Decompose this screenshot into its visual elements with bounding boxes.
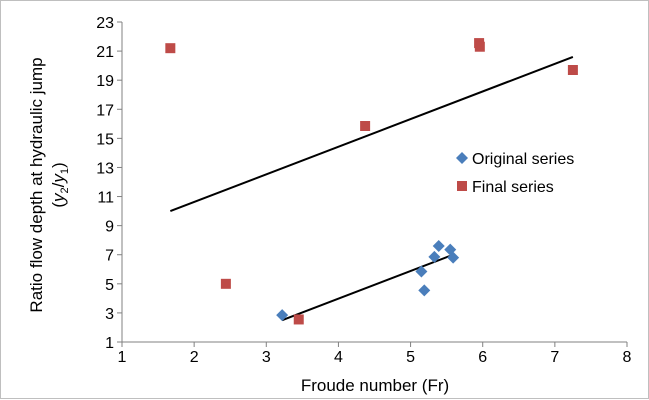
y-tick-label: 23: [96, 15, 114, 32]
data-point-final-series: [360, 121, 371, 131]
y-tick-label: 3: [105, 306, 114, 323]
x-tick-label: 4: [334, 349, 343, 366]
data-point-original-series: [432, 240, 445, 252]
axis-tick-marks: [117, 21, 628, 347]
data-point-original-series: [276, 309, 289, 322]
x-tick-label: 8: [623, 349, 632, 366]
data-point-original-series: [428, 250, 441, 263]
y-axis-title-line2: (y2/y1): [49, 162, 71, 207]
data-point-original-series: [447, 251, 460, 264]
y-tick-label: 13: [96, 160, 114, 177]
y-tick-label: 7: [105, 248, 114, 265]
data-point-final-series: [474, 41, 485, 52]
legend: Original series Final series: [456, 151, 574, 196]
y-tick-label: 19: [96, 73, 114, 90]
trendlines: [169, 55, 574, 322]
data-point-final-series: [220, 278, 231, 289]
legend-marker-final-series: [457, 181, 467, 191]
data-point-final-series: [165, 43, 176, 54]
trendline-original-series: [281, 253, 454, 322]
x-tick-label: 5: [406, 349, 415, 366]
data-point-original-series: [415, 265, 428, 278]
x-tick-label: 3: [262, 349, 271, 366]
x-tick-label: 2: [190, 349, 199, 366]
y-tick-label: 9: [105, 219, 114, 236]
legend-marker-original-series: [456, 152, 468, 164]
x-tick-label: 1: [118, 349, 127, 366]
x-axis-title: Froude number (Fr): [301, 376, 449, 395]
y-tick-label: 1: [105, 335, 114, 352]
legend-label-final-series: Final series: [472, 179, 554, 196]
x-tick-label: 6: [478, 349, 487, 366]
data-point-final-series: [567, 65, 578, 75]
y-tick-label: 11: [97, 190, 114, 207]
y-tick-label: 21: [96, 44, 114, 61]
data-points: [165, 38, 578, 325]
x-tick-labels: 1 2 3 4 5 6 7 8: [118, 349, 632, 366]
y-axis-title-line1: Ratio flow depth at hydraulic jump: [27, 57, 46, 312]
y-tick-label: 5: [105, 277, 114, 294]
data-point-final-series: [293, 314, 304, 325]
data-point-original-series: [418, 284, 431, 297]
legend-label-original-series: Original series: [472, 151, 574, 168]
y-tick-label: 15: [96, 131, 114, 148]
y-tick-label: 17: [96, 102, 114, 119]
x-tick-label: 7: [550, 349, 559, 366]
trendline-final-series: [169, 55, 574, 213]
